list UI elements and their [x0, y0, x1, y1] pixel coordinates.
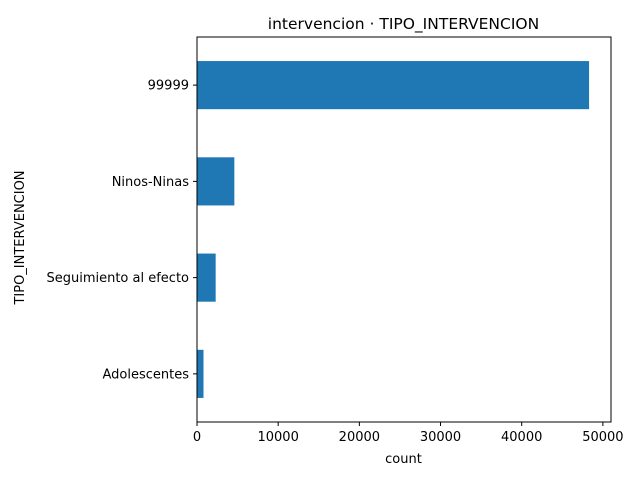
y-tick-label-2: Seguimiento al efecto [46, 271, 189, 286]
x-tick-label-4: 40000 [501, 430, 542, 445]
y-tick-label-1: Ninos-Ninas [112, 175, 190, 190]
x-tick-label-2: 20000 [339, 430, 380, 445]
y-tick-label-0: 99999 [148, 79, 189, 94]
bars-group [197, 61, 590, 398]
bar-0 [197, 61, 590, 110]
axes-group: 99999 Ninos-Ninas Seguimiento al efecto Ado… [46, 36, 624, 445]
chart-title: intervencion · TIPO_INTERVENCION [268, 15, 539, 34]
x-axis-label: count [385, 452, 422, 467]
x-tick-label-0: 0 [193, 430, 201, 445]
bar-1 [197, 157, 235, 206]
y-tick-label-3: Adolescentes [102, 367, 189, 382]
plot-frame [196, 36, 612, 423]
x-tick-label-1: 10000 [257, 430, 298, 445]
x-tick-label-5: 50000 [582, 430, 623, 445]
y-axis-label: TIPO_INTERVENCION [13, 170, 28, 305]
bar-3 [197, 349, 204, 398]
bar-2 [197, 253, 216, 302]
x-tick-label-3: 30000 [420, 430, 461, 445]
